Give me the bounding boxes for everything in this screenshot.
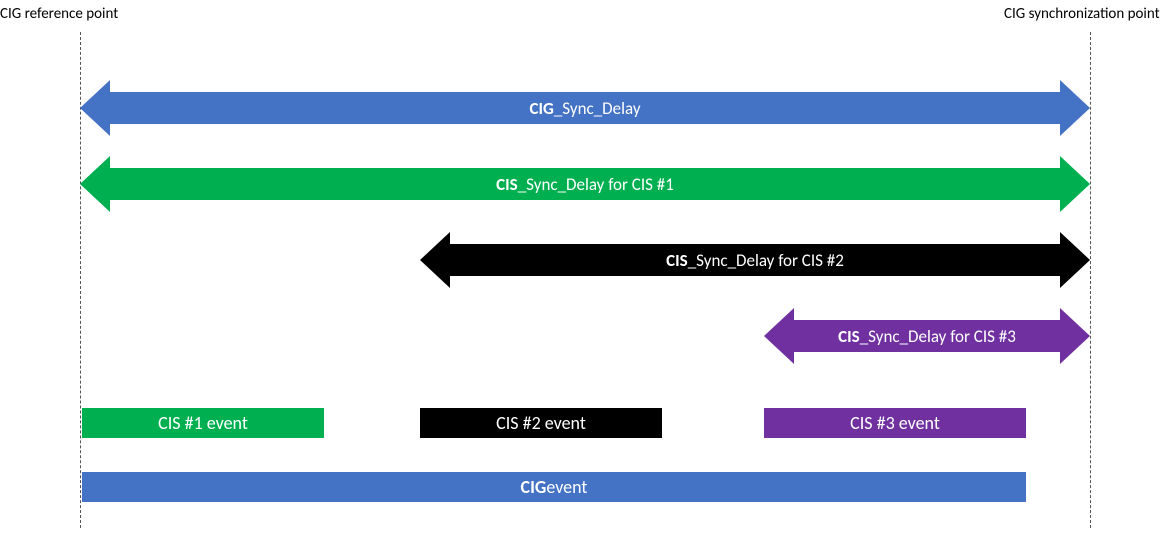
arrow-head-left-icon (764, 308, 794, 364)
arrow-label: CIS_Sync_Delay for CIS #3 (794, 320, 1060, 352)
arrow-label: CIS_Sync_Delay for CIS #2 (450, 244, 1060, 276)
arrow-label: CIG_Sync_Delay (110, 92, 1060, 124)
cis-sync-delay-2: CIS_Sync_Delay for CIS #2 (420, 232, 1090, 288)
cig-sync-delay: CIG_Sync_Delay (80, 80, 1090, 136)
cis-3-event: CIS #3 event (764, 408, 1026, 438)
arrow-head-left-icon (80, 156, 110, 212)
arrow-head-right-icon (1060, 232, 1090, 288)
label-cig-reference: CIG reference point (0, 5, 118, 23)
cis-1-event: CIS #1 event (82, 408, 324, 438)
arrow-label: CIS_Sync_Delay for CIS #1 (110, 168, 1060, 200)
arrow-head-left-icon (420, 232, 450, 288)
cis-sync-delay-3: CIS_Sync_Delay for CIS #3 (764, 308, 1090, 364)
arrow-head-left-icon (80, 80, 110, 136)
arrow-head-right-icon (1060, 80, 1090, 136)
cig-event: CIG event (82, 472, 1026, 502)
label-cig-sync-point: CIG synchronization point (1004, 5, 1160, 23)
cis-sync-delay-1: CIS_Sync_Delay for CIS #1 (80, 156, 1090, 212)
arrow-head-right-icon (1060, 156, 1090, 212)
arrow-head-right-icon (1060, 308, 1090, 364)
dash-right (1090, 32, 1091, 528)
cis-2-event: CIS #2 event (420, 408, 662, 438)
